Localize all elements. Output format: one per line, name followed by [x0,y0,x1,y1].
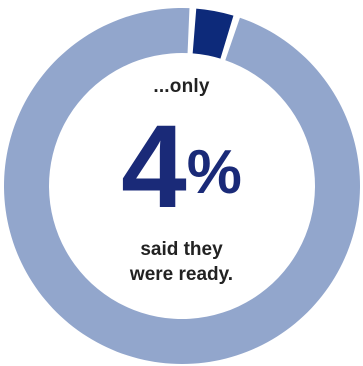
caption-line-2: were ready. [129,263,234,285]
percentage-value: 4 [121,101,187,233]
big-percentage: 4 % [0,106,363,226]
caption: said they were ready. [0,238,363,287]
donut-slice-1 [192,8,234,59]
lead-label: ...only [153,76,210,97]
percentage-sign: % [186,138,242,207]
caption-line-1: said they [140,239,223,260]
